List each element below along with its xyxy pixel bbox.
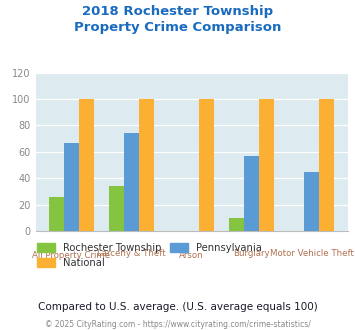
Bar <box>49 197 64 231</box>
Legend: Rochester Township, National, Pennsylvania: Rochester Township, National, Pennsylvan… <box>33 239 266 272</box>
Bar <box>304 172 320 231</box>
Text: Motor Vehicle Theft: Motor Vehicle Theft <box>270 249 354 258</box>
Text: Compared to U.S. average. (U.S. average equals 100): Compared to U.S. average. (U.S. average … <box>38 302 317 312</box>
Bar <box>64 143 79 231</box>
Bar <box>320 99 334 231</box>
Text: © 2025 CityRating.com - https://www.cityrating.com/crime-statistics/: © 2025 CityRating.com - https://www.city… <box>45 320 310 329</box>
Bar <box>199 99 214 231</box>
Bar <box>244 156 259 231</box>
Bar <box>229 218 244 231</box>
Bar <box>259 99 274 231</box>
Text: All Property Crime: All Property Crime <box>33 250 111 259</box>
Bar <box>124 133 139 231</box>
Text: Burglary: Burglary <box>234 249 270 258</box>
Bar <box>109 186 124 231</box>
Bar <box>139 99 154 231</box>
Text: 2018 Rochester Township
Property Crime Comparison: 2018 Rochester Township Property Crime C… <box>74 5 281 34</box>
Bar <box>79 99 94 231</box>
Text: Larceny & Theft: Larceny & Theft <box>97 249 166 258</box>
Text: Arson: Arson <box>179 250 204 259</box>
